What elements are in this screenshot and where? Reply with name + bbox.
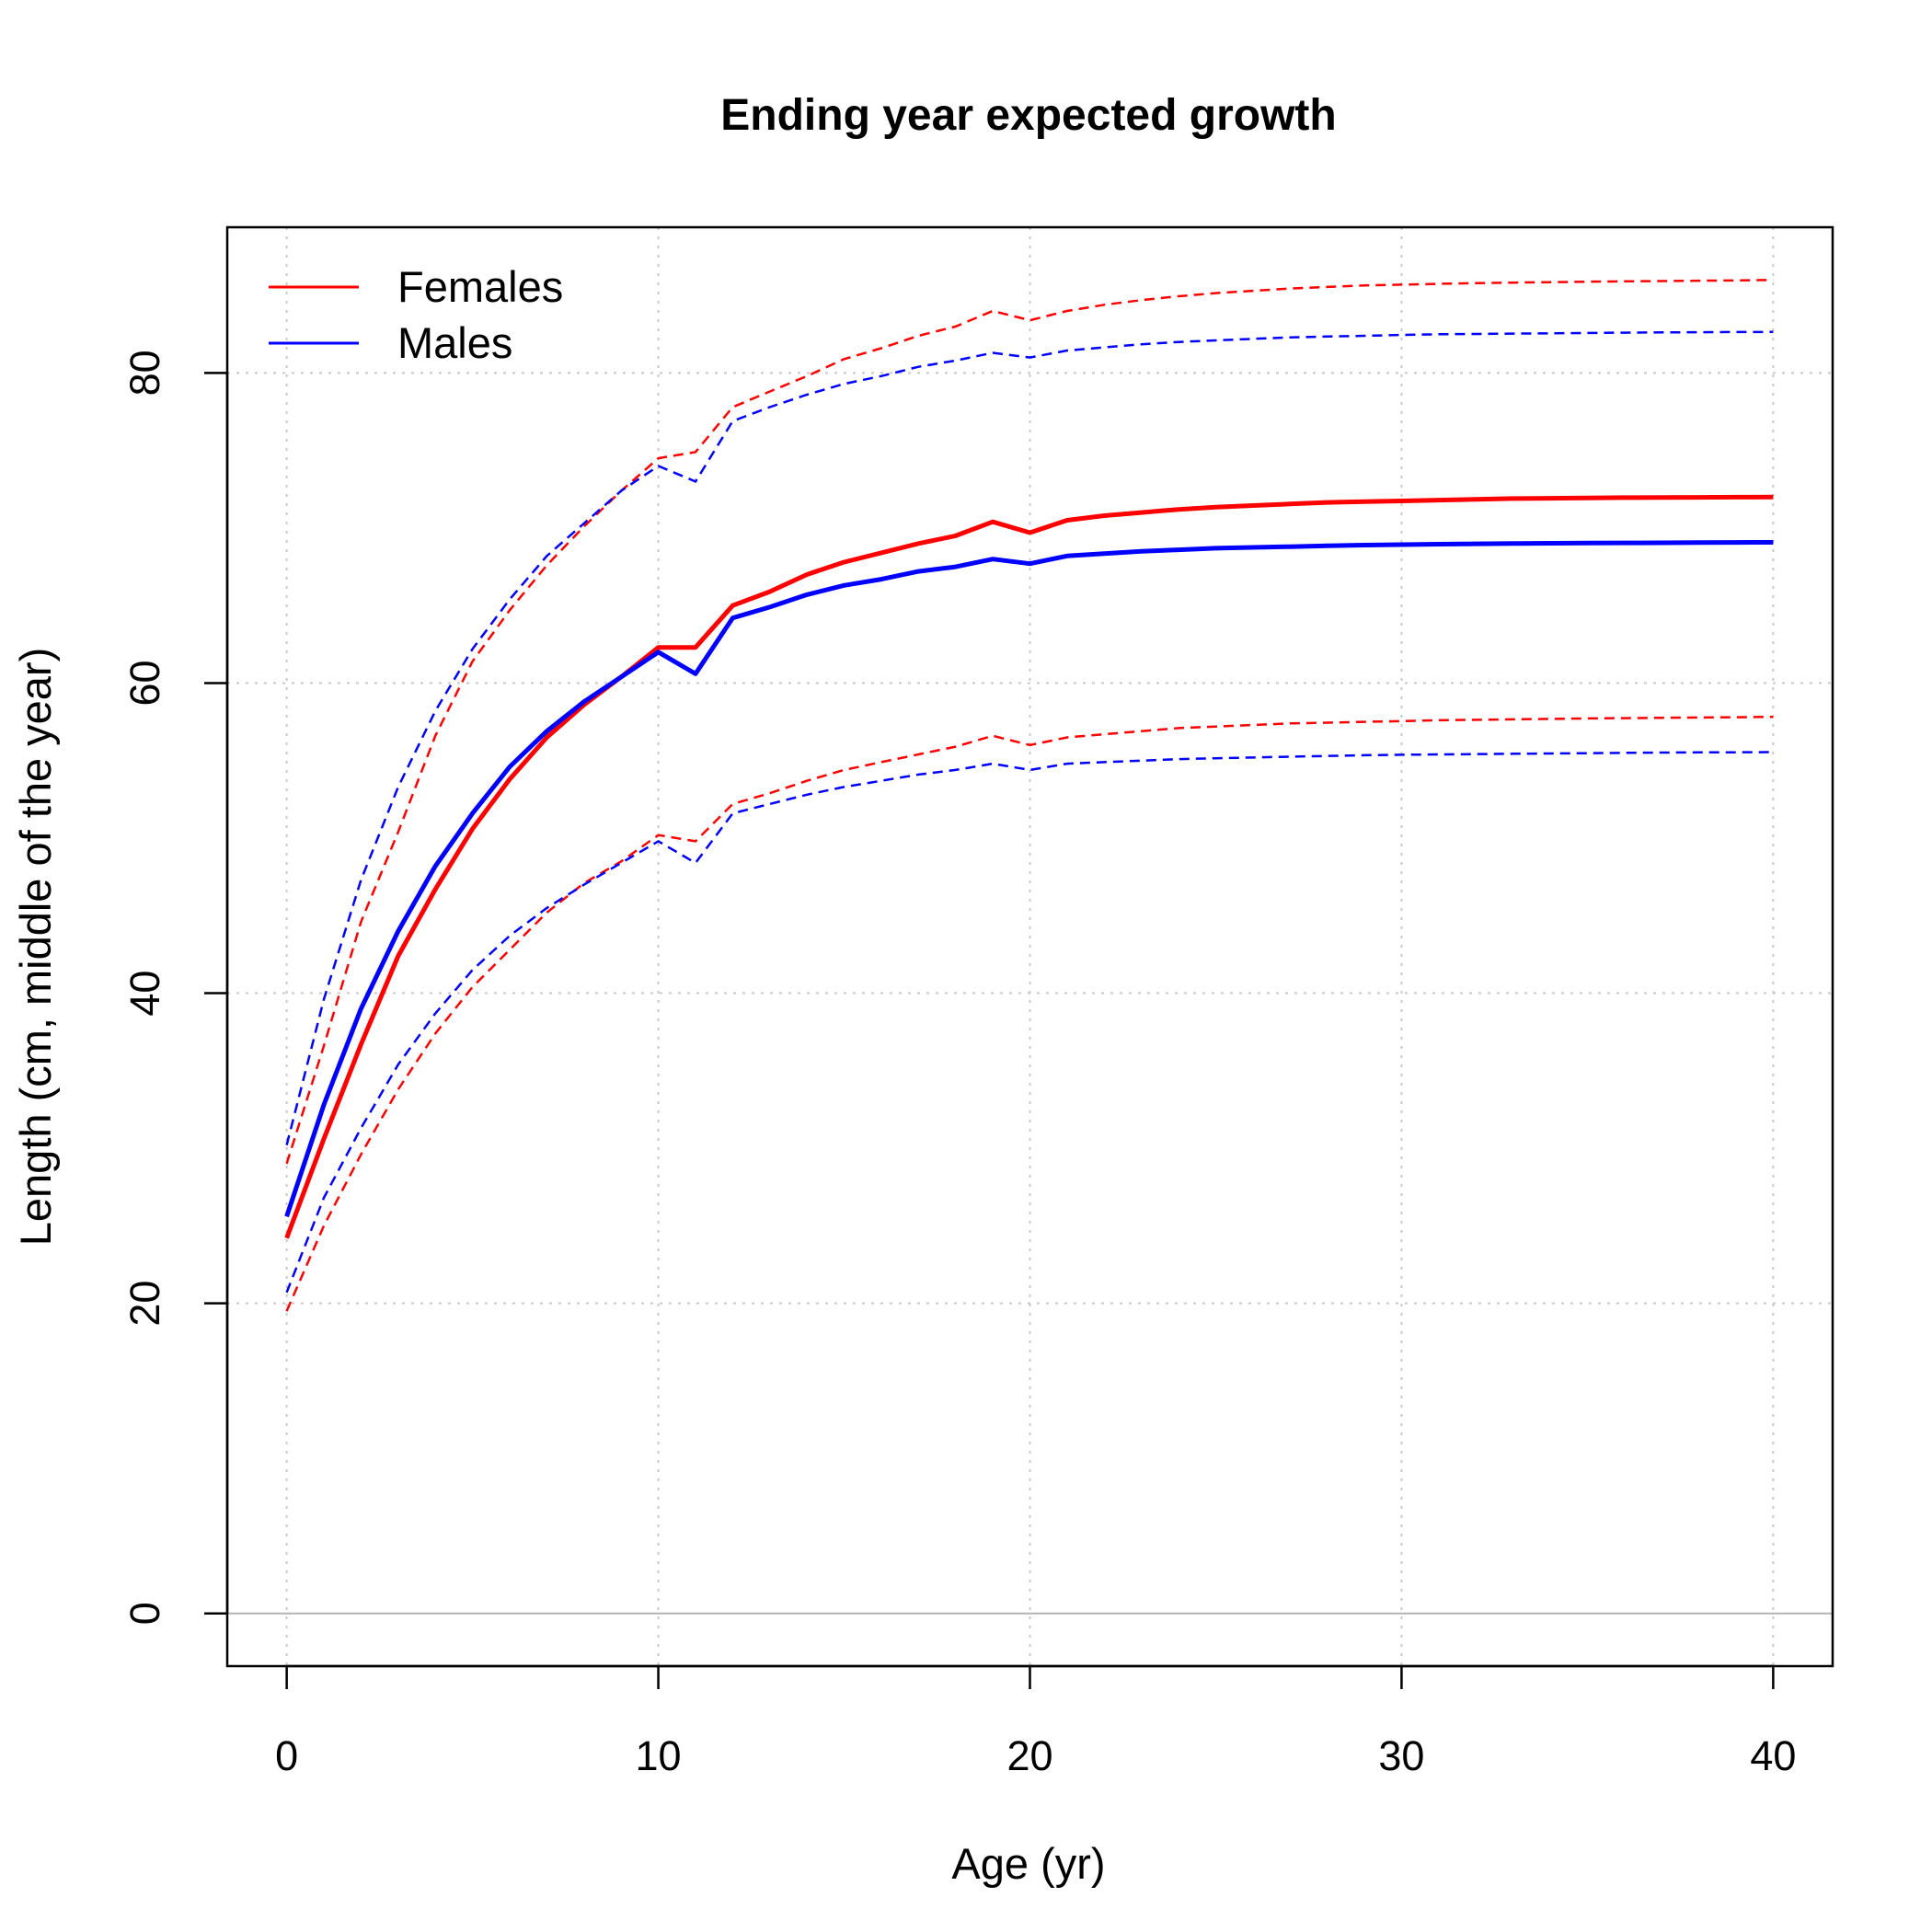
x-tick-label-10: 10: [636, 1732, 682, 1779]
y-axis: 0 20 40 60 80: [121, 350, 229, 1625]
legend: Females Males: [269, 262, 563, 367]
x-tick-label-40: 40: [1750, 1732, 1796, 1779]
y-tick-label-20: 20: [121, 1281, 168, 1327]
females-upper-interval-line: [285, 279, 1774, 1165]
y-tick-label-40: 40: [121, 971, 168, 1017]
y-tick-label-0: 0: [121, 1602, 168, 1625]
males-mean-line: [284, 540, 1774, 1218]
females-lower-interval-line: [285, 715, 1774, 1312]
males-upper-interval-line: [285, 330, 1774, 1146]
y-tick-label-60: 60: [121, 660, 168, 706]
x-tick-label-0: 0: [275, 1732, 298, 1779]
y-axis-label: Length (cm, middle of the year): [11, 648, 60, 1246]
series-lines: [284, 279, 1774, 1312]
chart-title: Ending year expected growth: [720, 91, 1336, 140]
grid-lines: [227, 227, 1833, 1666]
males-lower-interval-line: [285, 751, 1774, 1294]
females-mean-line: [284, 494, 1774, 1239]
y-tick-label-80: 80: [121, 350, 168, 396]
x-tick-label-30: 30: [1378, 1732, 1424, 1779]
x-tick-label-20: 20: [1006, 1732, 1052, 1779]
x-axis-label: Age (yr): [951, 1839, 1105, 1888]
x-axis: 0 10 20 30 40: [275, 1664, 1796, 1779]
legend-females-label: Females: [397, 262, 563, 311]
legend-males-label: Males: [397, 318, 512, 367]
